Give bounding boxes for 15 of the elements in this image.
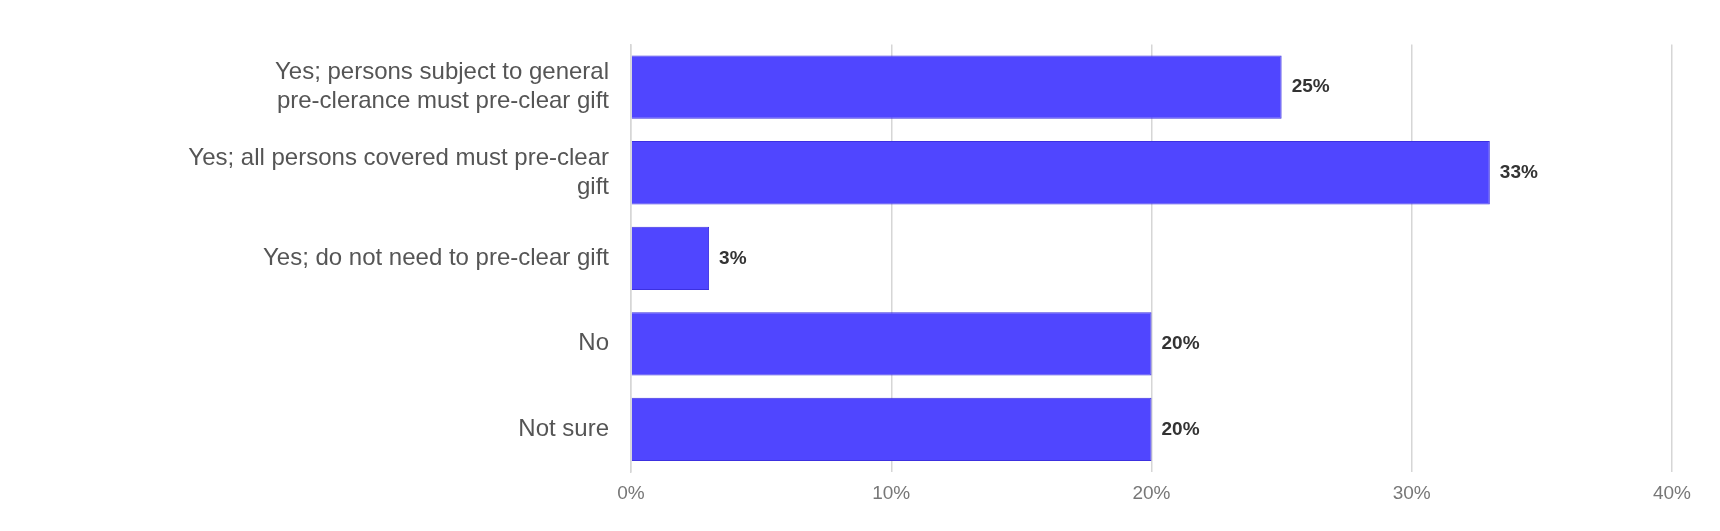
- x-tick-label: 30%: [1392, 481, 1431, 503]
- data-label: 20%: [1161, 417, 1200, 439]
- data-label: 33%: [1499, 160, 1538, 182]
- y-tick-label: Yes; all persons covered must pre-clear gift: [188, 142, 610, 199]
- y-tick-label: Yes; do not need to pre-clear gift: [262, 242, 610, 270]
- y-tick-label: Yes; persons subject to general pre-clerance must pre-clear gift: [275, 57, 610, 114]
- data-label: 25%: [1291, 75, 1330, 97]
- data-label: 3%: [719, 246, 747, 268]
- x-tick-label: 0%: [617, 481, 645, 503]
- data-label: 20%: [1161, 332, 1200, 354]
- x-tick-label: 40%: [1652, 481, 1692, 503]
- y-tick-label: Not sure: [518, 414, 609, 442]
- x-tick-label: 10%: [872, 481, 911, 503]
- x-tick-label: 20%: [1132, 481, 1171, 503]
- y-tick-label: No: [578, 328, 609, 356]
